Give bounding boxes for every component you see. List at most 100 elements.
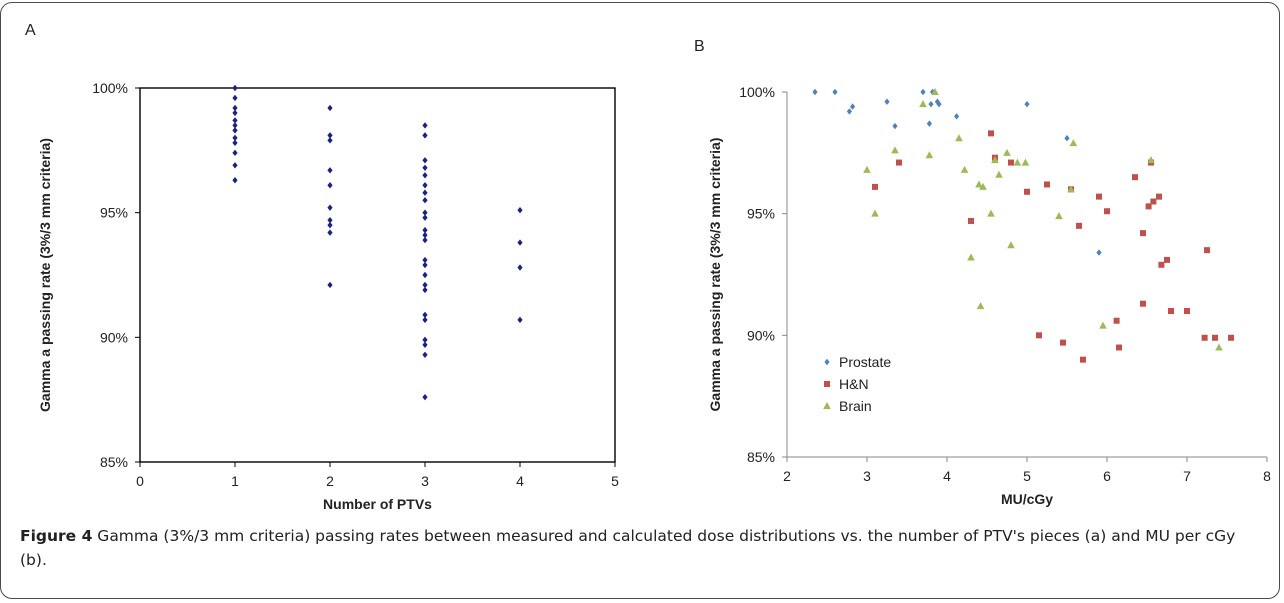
chart-b: 2 3 4 5 6 7 8 85% 90% 95% 100% MU/cGy Gamma a passin…: [707, 84, 1271, 507]
chart-b-data-point: [1184, 308, 1190, 314]
chart-b-data-point: [1021, 158, 1030, 166]
chart-a-data-point: [422, 236, 428, 244]
chart-b-data-point: [925, 151, 934, 159]
chart-a-y-tick-label: 100%: [92, 80, 128, 96]
chart-b-data-point: [1212, 334, 1218, 341]
chart-b-data-point: [1132, 174, 1138, 181]
chart-a-data-point: [232, 84, 238, 92]
chart-a-x-tick-label: 0: [136, 473, 144, 489]
chart-b-data-point: [863, 165, 871, 173]
chart-b-data-point: [1060, 339, 1066, 346]
chart-b-data-point: [1113, 317, 1120, 324]
chart-a-data-point: [232, 149, 238, 157]
chart-a-data-point: [422, 132, 428, 139]
chart-b-data-point: [1164, 256, 1170, 263]
chart-b-x-tick-label: 7: [1183, 468, 1191, 484]
chart-a-data-point: [232, 134, 238, 142]
chart-b-data-point: [896, 159, 902, 166]
chart-b-data-point: [920, 88, 926, 96]
chart-b-data-point: [1140, 230, 1146, 237]
chart-a-data-point: [422, 209, 428, 216]
chart-b-data-point: [987, 209, 995, 217]
chart-b-y-tick-label: 85%: [747, 449, 775, 465]
chart-b-data-point: [872, 183, 878, 190]
chart-a-data-point: [422, 172, 428, 179]
chart-a-data-point: [327, 167, 333, 174]
chart-b-data-point: [891, 146, 899, 154]
chart-a-data-point: [422, 189, 428, 196]
chart-a-data-point: [517, 206, 523, 214]
chart-b-data-point: [988, 130, 994, 137]
chart-b-data-point: [995, 170, 1003, 178]
chart-b-y-tick-label: 90%: [747, 327, 775, 343]
chart-b-data-point: [1201, 334, 1208, 341]
chart-b-data-point: [1104, 208, 1110, 215]
caption-label: Figure 4: [20, 527, 93, 545]
chart-b-data-point: [1080, 356, 1086, 363]
chart-a-data-point: [422, 311, 428, 319]
chart-a-data-point: [327, 281, 333, 289]
panel-b-letter: B: [694, 38, 705, 55]
chart-b-data-point: [850, 103, 856, 110]
chart-a-x-tick-label: 2: [326, 473, 334, 489]
chart-b-data-point: [1168, 308, 1174, 314]
chart-a-data-point: [232, 109, 238, 117]
chart-a-y-tick-label: 85%: [100, 454, 128, 470]
chart-a-data-point: [327, 182, 333, 189]
chart-b-legend-marker: [824, 381, 830, 387]
chart-b-legend-marker: [823, 402, 831, 409]
chart-a-data-point: [232, 139, 238, 147]
chart-b-data-point: [871, 209, 879, 217]
chart-a-x-tick-label: 5: [611, 473, 619, 489]
chart-b-data-point: [1076, 222, 1082, 229]
chart-a-data-point: [327, 137, 333, 144]
chart-a-data-point: [517, 316, 523, 324]
chart-b-x-axis-label: MU/cGy: [1001, 491, 1053, 507]
chart-b-data-point: [1044, 181, 1050, 188]
chart-b-data-point: [832, 88, 838, 96]
panel-a-letter: A: [25, 22, 36, 39]
chart-b-x-tick-label: 8: [1263, 468, 1271, 484]
chart-a-data-point: [232, 104, 238, 112]
chart-a-plot-border: [139, 87, 616, 463]
chart-a-data-point: [327, 221, 333, 229]
chart-a-data-point: [327, 104, 333, 112]
chart-b-data-point: [1145, 203, 1152, 210]
chart-b-data-point: [928, 100, 934, 108]
chart-b-data-point: [1036, 332, 1042, 339]
chart-a-data-point: [327, 216, 333, 224]
chart-a-data-point: [232, 162, 238, 169]
chart-a-y-tick-label: 95%: [100, 205, 128, 221]
chart-b-data-point: [1147, 156, 1155, 164]
chart-b-data-point: [975, 180, 983, 188]
chart-a-data-point: [422, 231, 428, 239]
chart-b-data-point: [892, 122, 898, 130]
chart-b-data-point: [1156, 193, 1162, 200]
chart-a-y-axis-label: Gamma a passing rate (3%/3 mm criteria): [37, 138, 53, 412]
chart-b-y-axis-label: Gamma a passing rate (3%/3 mm criteria): [707, 138, 723, 412]
chart-a-data-point: [422, 256, 428, 264]
chart-a-data-point: [422, 214, 428, 221]
chart-b-data-point: [991, 156, 999, 164]
chart-a-y-tick-label: 90%: [100, 329, 128, 345]
chart-b-data-point: [1099, 321, 1107, 329]
chart-b-x-tick-label: 2: [783, 468, 791, 484]
chart-a-data-point: [422, 261, 428, 269]
chart-b-data-point: [954, 113, 960, 120]
chart-a-data-point: [422, 157, 428, 164]
chart-b-data-point: [1067, 185, 1075, 193]
chart-b-data-point: [1140, 300, 1146, 307]
chart-b-data-point: [936, 100, 942, 108]
chart-b-x-tick-label: 3: [863, 468, 871, 484]
chart-b-data-point: [846, 108, 852, 115]
chart-b-legend-label: H&N: [839, 376, 869, 392]
chart-a-data-point: [232, 94, 238, 102]
chart-b-data-point: [1116, 344, 1122, 351]
chart-a-data-point: [327, 132, 333, 139]
chart-a-data-point: [422, 393, 428, 401]
chart-b-x-tick-label: 6: [1103, 468, 1111, 484]
chart-a-data-point: [422, 164, 428, 171]
chart-b-data-point: [976, 302, 985, 310]
chart-b-x-tick-label: 4: [943, 468, 951, 484]
